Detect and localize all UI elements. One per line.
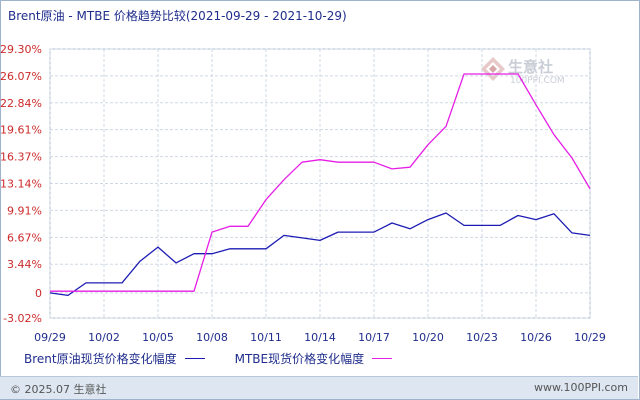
x-tick-label: 10/23 xyxy=(466,331,498,344)
legend-label-mtbe: MTBE现货价格变化幅度 xyxy=(234,352,365,366)
y-tick-label: 3.44% xyxy=(7,258,42,271)
x-tick-label: 10/26 xyxy=(520,331,552,344)
watermark: 生意社 100PPI.COM xyxy=(480,56,580,90)
x-tick-label: 10/17 xyxy=(358,331,390,344)
y-tick-label: -3.02% xyxy=(3,312,42,325)
y-tick-label: 13.14% xyxy=(0,178,42,191)
y-tick-label: 26.07% xyxy=(0,70,42,83)
series-line-mtbe xyxy=(50,73,591,292)
x-tick-label: 10/14 xyxy=(304,331,336,344)
y-tick-label: 29.30% xyxy=(0,43,42,56)
x-tick-label: 10/05 xyxy=(142,331,174,344)
legend-swatch-mtbe xyxy=(372,358,393,359)
series xyxy=(49,73,591,297)
legend: Brent原油现货价格变化幅度 MTBE现货价格变化幅度 xyxy=(24,350,422,367)
x-tick-label: 09/29 xyxy=(34,331,66,344)
y-tick-label: 6.67% xyxy=(7,231,42,244)
legend-swatch-brent xyxy=(184,358,205,359)
grid xyxy=(49,48,591,319)
x-tick-label: 10/02 xyxy=(88,331,120,344)
footer-bar: © 2025.07 生意社 www.100PPI.com xyxy=(0,376,638,399)
footer-copyright: © 2025.07 生意社 xyxy=(10,383,107,396)
x-axis-ticks: 09/29 10/02 10/05 10/08 10/11 10/14 10/17 10/20… xyxy=(34,331,606,344)
x-tick-label: 10/08 xyxy=(196,331,228,344)
x-tick-label: 10/29 xyxy=(574,331,606,344)
y-tick-label: 0 xyxy=(35,287,42,300)
footer-site-link[interactable]: www.100PPI.com xyxy=(534,381,628,394)
legend-label-brent: Brent原油现货价格变化幅度 xyxy=(24,352,177,366)
y-tick-label: 19.61% xyxy=(0,124,42,137)
series-line-brent xyxy=(49,212,591,297)
watermark-logo-icon xyxy=(481,57,505,81)
x-tick-label: 10/11 xyxy=(250,331,282,344)
watermark-brand: 生意社 xyxy=(508,58,554,76)
chart-title: Brent原油 - MTBE 价格趋势比较(2021-09-29 - 2021-… xyxy=(8,9,347,23)
watermark-url: 100PPI.COM xyxy=(510,76,565,86)
y-tick-label: 9.91% xyxy=(7,204,42,217)
x-tick-label: 10/20 xyxy=(412,331,444,344)
y-axis-ticks: 29.30% 26.07% 22.84% 19.61% 16.37% 13.14% 9.91… xyxy=(0,43,42,325)
y-tick-label: 22.84% xyxy=(0,97,42,110)
y-tick-label: 16.37% xyxy=(0,151,42,164)
